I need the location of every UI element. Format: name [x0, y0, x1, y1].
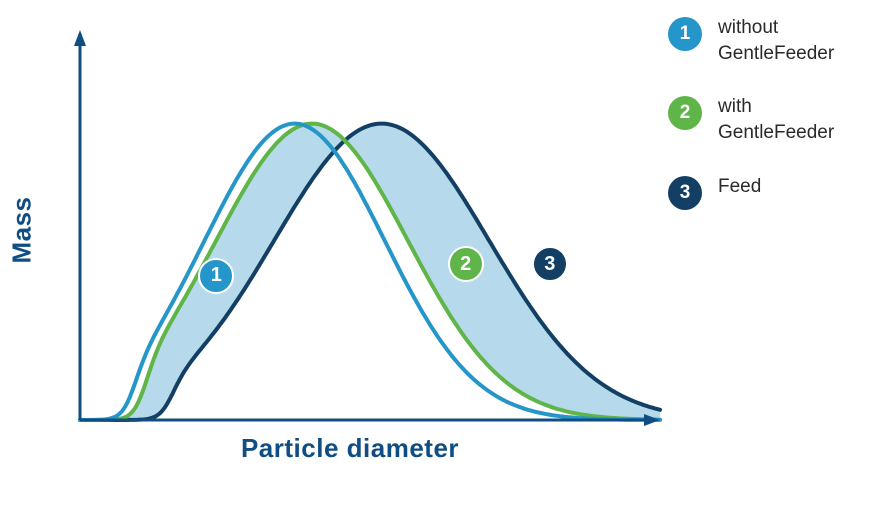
- chart-svg: [30, 10, 670, 450]
- chart-area: Mass Particle diameter 1 2 3: [30, 10, 670, 450]
- legend-label: without GentleFeeder: [718, 15, 868, 66]
- legend-item: 3 Feed: [668, 174, 868, 210]
- chart-container: Mass Particle diameter 1 2 3 1 without G…: [0, 0, 888, 510]
- curve-badge-2: 2: [448, 246, 484, 282]
- curve-badge-1: 1: [198, 258, 234, 294]
- legend-badge-1: 1: [668, 17, 702, 51]
- fill-between: [80, 124, 660, 420]
- legend-badge-3: 3: [668, 176, 702, 210]
- legend-label: with GentleFeeder: [718, 94, 868, 145]
- legend: 1 without GentleFeeder 2 with GentleFeed…: [668, 15, 868, 238]
- legend-item: 1 without GentleFeeder: [668, 15, 868, 66]
- x-axis-label: Particle diameter: [241, 433, 459, 464]
- legend-badge-2: 2: [668, 96, 702, 130]
- legend-label: Feed: [718, 174, 761, 200]
- legend-item: 2 with GentleFeeder: [668, 94, 868, 145]
- y-axis-arrow-icon: [74, 30, 86, 46]
- curve-badge-3: 3: [532, 246, 568, 282]
- y-axis-label: Mass: [7, 196, 38, 263]
